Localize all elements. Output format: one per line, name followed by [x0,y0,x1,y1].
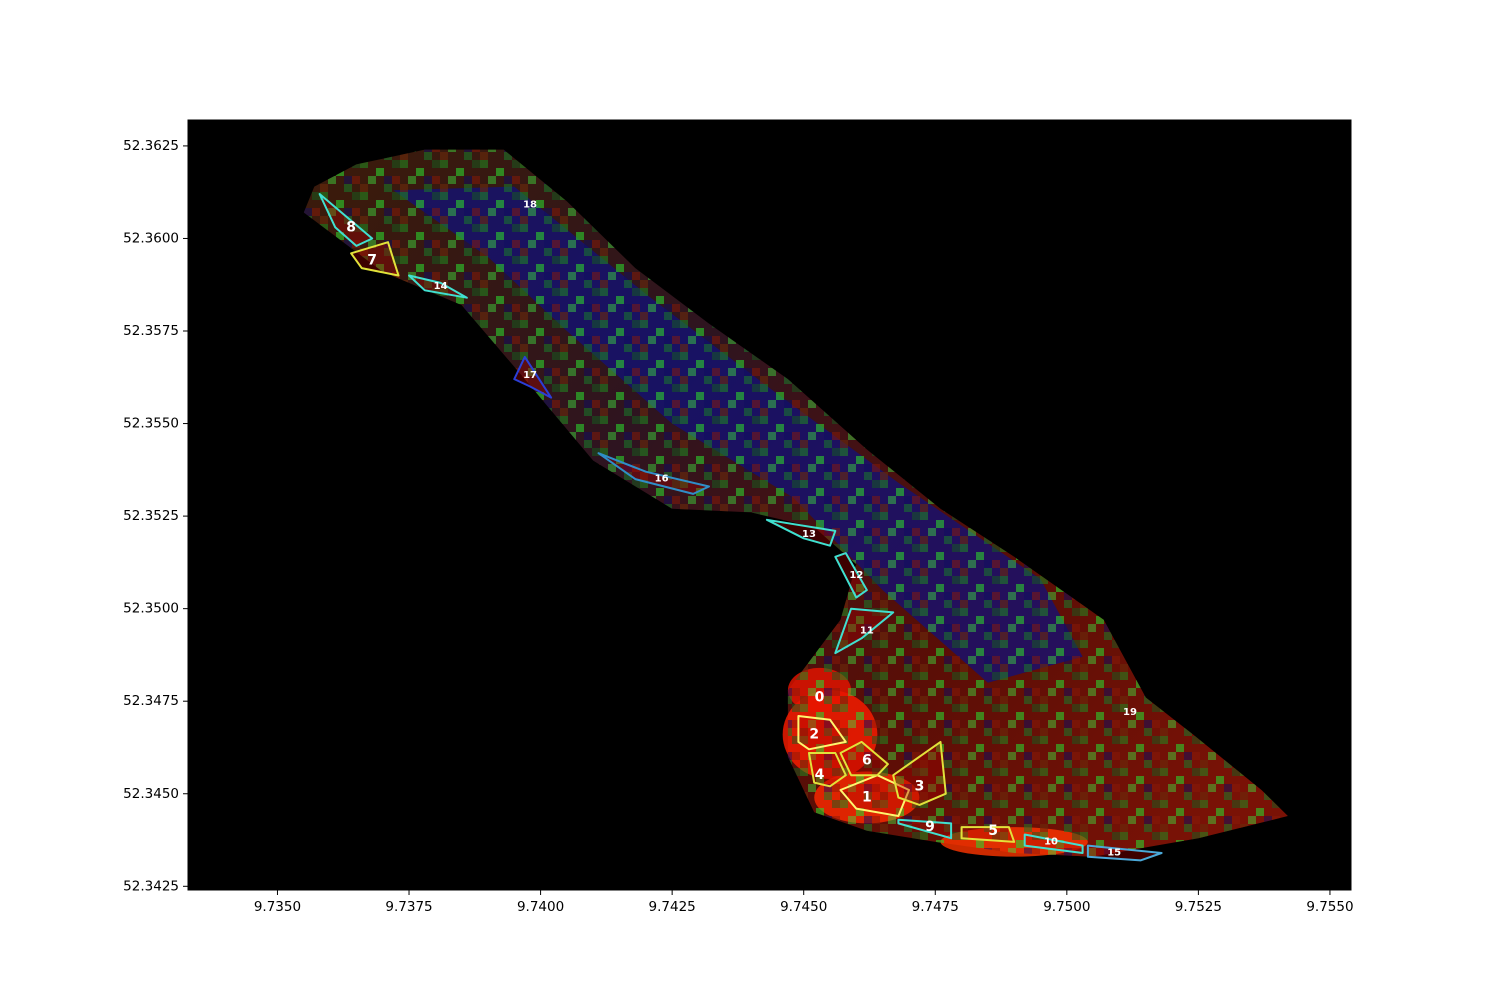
zone-label: 7 [367,253,377,269]
zone-label: 4 [815,767,825,783]
zone-outline [834,607,895,655]
zone-14: 14 [408,274,468,299]
zone-outline [318,193,374,247]
zone-10: 10 [1023,833,1084,854]
x-tick-label: 9.7450 [780,899,827,915]
x-tick-label: 9.7500 [1043,899,1090,915]
zone-outline [797,715,847,751]
zone-19: 19 [1123,707,1137,718]
zone-outline [765,518,837,547]
x-tick-label: 9.7475 [912,899,959,915]
zone-label: 10 [1044,836,1058,847]
y-axis: 52.3425 52.3450 52.3475 52.3500 52.3525 52.35… [123,138,188,894]
zone-label: 8 [346,219,356,235]
zone-label: 14 [434,281,448,292]
zone-12: 12 [834,552,868,599]
zone-outline [892,740,947,806]
zone-label: 11 [860,625,874,636]
zone-label: 2 [809,727,819,743]
field-texture [303,149,1288,857]
zone-label: 18 [523,200,537,211]
x-tick-label: 9.7350 [254,899,301,915]
zone-outline [1023,833,1084,854]
zone-outline [834,552,868,599]
zone-15: 15 [1086,844,1163,862]
zone-outline [839,740,889,777]
zone-17: 17 [513,355,553,399]
zone-5: 5 [960,823,1016,843]
zone-2: 2 [797,715,847,751]
x-axis: 9.7350 9.7375 9.7400 9.7425 9.7450 9.7475 9.75… [254,890,1354,915]
y-tick-label: 52.3475 [123,693,179,709]
zone-1: 1 [839,774,910,817]
y-tick-label: 52.3525 [123,508,179,524]
zone-outline [350,241,400,277]
x-tick-label: 9.7425 [649,899,696,915]
y-tick-label: 52.3450 [123,786,179,802]
zone-11: 11 [834,607,895,655]
zone-outline [808,752,847,788]
zone-8: 8 [318,193,374,247]
x-tick-label: 9.7550 [1306,899,1353,915]
zone-label: 6 [862,752,872,768]
zone-outline [1086,844,1163,862]
zone-label: 5 [988,823,998,839]
zone-label: 15 [1107,847,1121,858]
zone-outline [513,355,553,399]
x-tick-label: 9.7400 [517,899,564,915]
zone-outline [839,774,910,817]
zone-16: 16 [597,452,710,495]
zone-4: 4 [808,752,847,788]
plot-frame [187,119,1352,891]
y-tick-label: 52.3625 [123,138,179,154]
y-tick-label: 52.3425 [123,878,179,894]
zone-outline [408,274,468,299]
y-tick-label: 52.3500 [123,601,179,617]
zone-label: 9 [925,819,935,835]
zone-3: 3 [892,740,947,806]
zone-label: 0 [815,690,825,706]
y-tick-label: 52.3600 [123,230,179,246]
zone-outline [960,826,1016,843]
zone-label: 17 [523,370,537,381]
y-tick-label: 52.3550 [123,416,179,432]
y-tick-label: 52.3575 [123,323,179,339]
zone-outline [597,452,710,495]
zone-label: 1 [862,789,872,805]
zone-label: 3 [915,778,925,794]
zone-18: 18 [523,200,537,211]
zone-7: 7 [350,241,400,277]
zone-0: 0 [815,690,825,706]
zone-9: 9 [897,818,953,840]
x-tick-label: 9.7525 [1175,899,1222,915]
zone-label: 13 [802,529,816,540]
zone-6: 6 [839,740,889,777]
zone-13: 13 [765,518,837,547]
x-tick-label: 9.7375 [385,899,432,915]
zone-label: 16 [655,474,669,485]
zone-outline [897,818,953,840]
zone-label: 12 [849,570,863,581]
zone-label: 19 [1123,707,1137,718]
